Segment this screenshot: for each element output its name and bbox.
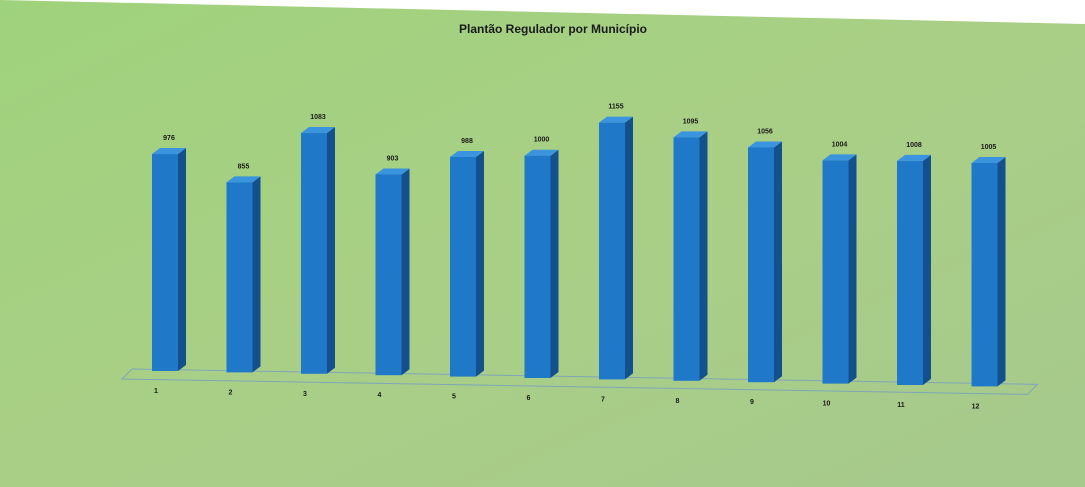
bar-top (897, 154, 931, 161)
data-labels: 976 855 1083 903 988 1000 1155 1095 1056 1004 1008… (163, 104, 996, 171)
x-tick-label: 3 (303, 391, 307, 398)
bar-side (401, 168, 410, 376)
bar (822, 154, 857, 384)
x-tick-label: 10 (823, 401, 831, 408)
bar-side (625, 116, 633, 380)
bar (897, 154, 931, 385)
bar-front (897, 160, 923, 385)
bar-front (450, 156, 476, 377)
bar-top (599, 116, 633, 123)
data-label: 903 (387, 155, 399, 162)
bar (971, 156, 1006, 387)
bar (301, 127, 335, 374)
bar-side (923, 154, 931, 385)
x-tick-label: 5 (452, 394, 456, 401)
bar-front (152, 154, 178, 371)
bar-side (476, 150, 484, 377)
bar (599, 116, 633, 380)
bar-side (699, 131, 708, 381)
x-tick-label: 7 (601, 396, 605, 403)
data-label: 1056 (757, 128, 773, 135)
x-axis-tick-labels: 1 2 3 4 5 6 7 8 9 10 11 12 (154, 388, 979, 410)
data-label: 1000 (534, 137, 550, 144)
bar-top (673, 131, 708, 138)
x-tick-label: 11 (897, 402, 905, 409)
bar-side (550, 149, 559, 378)
bar-side (848, 154, 857, 384)
data-label: 1095 (683, 118, 699, 125)
data-label: 1004 (832, 141, 848, 148)
bar-top (524, 149, 559, 156)
data-label: 1008 (906, 142, 922, 149)
bar-side (774, 141, 782, 383)
bar (450, 150, 484, 377)
bar (748, 141, 782, 383)
bar-front (971, 162, 998, 387)
bar-front (226, 182, 253, 373)
chart-title: Plantão Regulador por Município (459, 22, 647, 36)
bar-side (178, 148, 186, 371)
bar-front (599, 122, 625, 380)
bar-top (152, 148, 186, 155)
data-label: 1083 (310, 114, 326, 121)
bar (524, 149, 559, 378)
bar-front (375, 174, 402, 376)
x-tick-label: 6 (527, 395, 531, 402)
bar-side (327, 127, 335, 374)
bar-front (748, 147, 774, 383)
data-label: 1005 (981, 144, 997, 151)
x-tick-label: 1 (154, 388, 158, 395)
x-tick-label: 9 (750, 399, 754, 406)
bar (152, 148, 186, 371)
bar-front (822, 160, 849, 384)
bar (375, 168, 410, 376)
bar-front (673, 137, 700, 381)
bar-top (375, 168, 410, 175)
bar-front (301, 133, 327, 374)
bar (226, 176, 261, 373)
bar-side (997, 156, 1006, 387)
plot-floor (120, 368, 1039, 395)
x-tick-label: 2 (229, 389, 233, 396)
bar (673, 131, 708, 381)
bar-top (450, 150, 484, 157)
bar-top (226, 176, 261, 183)
x-tick-label: 12 (972, 403, 980, 410)
bar-top (971, 156, 1006, 163)
bar-series (152, 116, 1006, 387)
bar-top (822, 154, 857, 161)
bar-side (252, 176, 261, 373)
bar-top (301, 127, 335, 134)
x-tick-label: 4 (378, 392, 382, 399)
bar-top (748, 141, 782, 148)
data-label: 976 (163, 135, 175, 142)
data-label: 988 (461, 138, 473, 145)
x-tick-label: 8 (676, 398, 680, 405)
data-label: 1155 (608, 104, 623, 111)
bar-front (524, 155, 551, 378)
data-label: 855 (238, 163, 250, 170)
